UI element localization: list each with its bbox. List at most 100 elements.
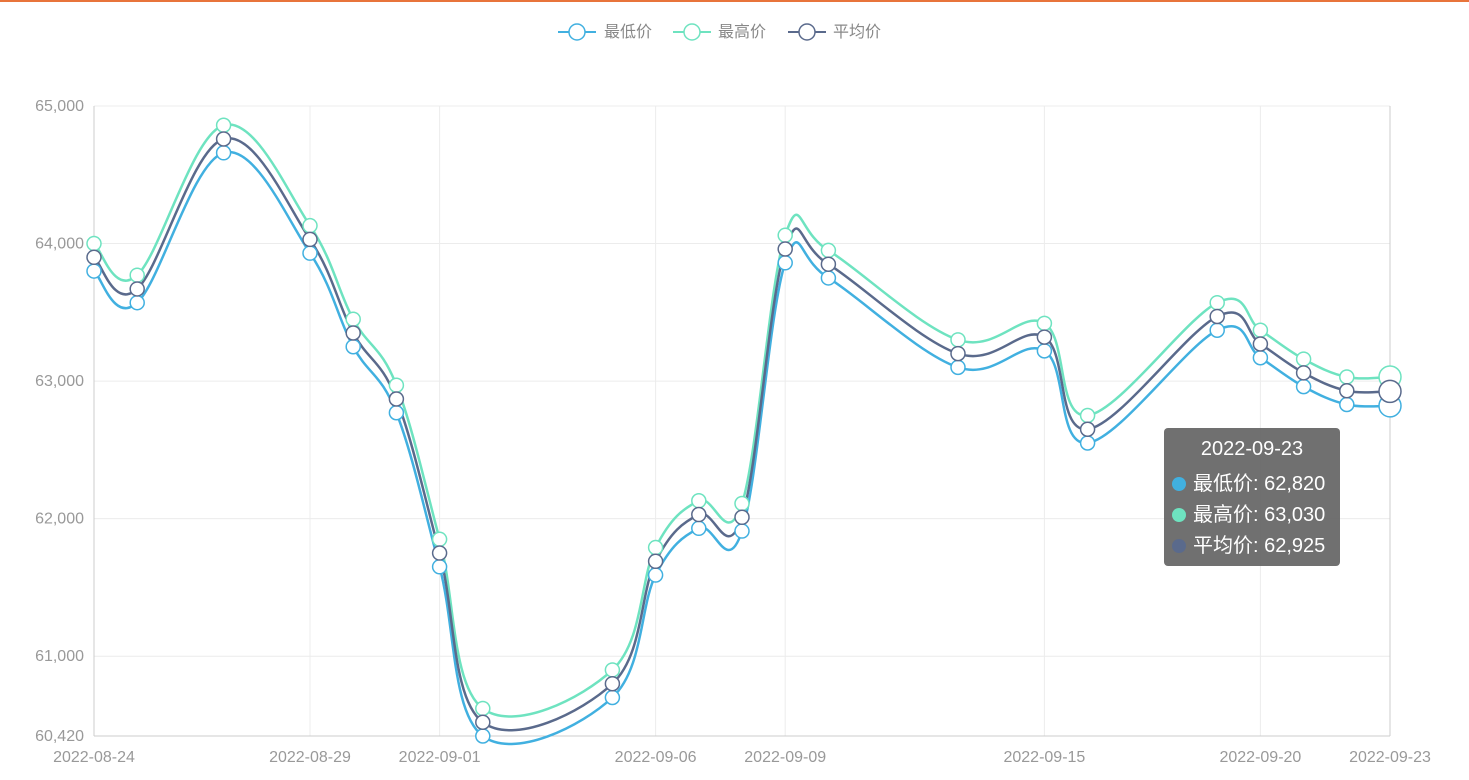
data-point-low[interactable] (345, 338, 361, 355)
data-point-high[interactable] (1079, 407, 1096, 424)
data-point-low[interactable] (1079, 435, 1096, 451)
data-point-low[interactable] (86, 263, 102, 279)
data-point-high[interactable] (1339, 369, 1355, 385)
tooltip-row-avg: 平均价: 62,925 (1172, 531, 1332, 562)
data-point-low[interactable] (1209, 322, 1225, 338)
x-tick-label: 2022-09-06 (615, 749, 697, 766)
data-point-high[interactable] (647, 539, 664, 556)
data-point-avg[interactable] (1295, 365, 1312, 381)
data-point-low[interactable] (1036, 343, 1053, 359)
data-point-low[interactable] (1252, 349, 1269, 366)
data-point-avg[interactable] (431, 545, 448, 561)
legend-marker-high[interactable] (683, 23, 701, 41)
data-point-avg[interactable] (1209, 308, 1225, 325)
data-point-high[interactable] (1036, 315, 1053, 332)
x-tick-label: 2022-09-23 (1349, 749, 1431, 766)
data-point-avg[interactable] (734, 509, 750, 526)
data-point-avg[interactable] (1252, 336, 1269, 352)
data-point-avg[interactable] (215, 131, 232, 147)
chart-tooltip: 2022-09-23 最低价: 62,820 最高价: 63,030 平均价: … (1164, 428, 1340, 566)
x-tick-label: 2022-09-01 (399, 749, 481, 766)
x-tick-label: 2022-08-24 (53, 749, 135, 766)
series-line-high (93, 123, 1391, 718)
data-point-avg[interactable] (820, 256, 837, 272)
series-line-avg (93, 137, 1391, 732)
data-point-low[interactable] (1339, 396, 1355, 413)
data-point-high[interactable] (345, 311, 361, 327)
y-tick-label: 63,000 (35, 373, 84, 390)
tooltip-row-high: 最高价: 63,030 (1172, 500, 1332, 531)
x-tick-label: 2022-09-09 (744, 749, 826, 766)
data-point-avg[interactable] (604, 675, 621, 692)
data-point-avg[interactable] (86, 249, 102, 266)
data-point-avg[interactable] (129, 281, 145, 297)
tooltip-row-low: 最低价: 62,820 (1172, 469, 1332, 500)
data-point-low[interactable] (734, 523, 750, 539)
top-accent-bar (0, 0, 1469, 2)
data-point-avg[interactable] (950, 345, 966, 362)
legend-label-avg[interactable]: 平均价 (833, 23, 881, 41)
tooltip-label-low: 最低价: 62,820 (1193, 473, 1326, 495)
data-point-high[interactable] (475, 700, 491, 717)
y-tick-label: 62,000 (35, 511, 84, 528)
data-point-avg[interactable] (1079, 421, 1096, 438)
legend-marker-avg[interactable] (798, 23, 816, 41)
data-point-high[interactable] (1295, 351, 1312, 367)
x-tick-label: 2022-08-29 (269, 749, 351, 766)
data-point-avg[interactable] (388, 391, 405, 407)
data-point-low[interactable] (1295, 378, 1312, 395)
data-point-low[interactable] (475, 728, 491, 744)
tooltip-label-avg: 平均价: 62,925 (1193, 535, 1326, 557)
data-point-avg[interactable] (777, 241, 793, 257)
legend-label-high[interactable]: 最高价 (718, 23, 766, 41)
data-point-avg[interactable] (302, 231, 318, 248)
data-point-avg[interactable] (475, 714, 491, 730)
data-point-low[interactable] (820, 270, 837, 286)
data-point-low[interactable] (215, 145, 232, 161)
data-point-high[interactable] (302, 217, 318, 234)
data-point-avg[interactable] (1036, 329, 1053, 345)
y-tick-label: 65,000 (35, 98, 84, 115)
data-point-high[interactable] (604, 662, 621, 678)
data-point-avg[interactable] (1339, 382, 1355, 399)
data-point-low[interactable] (129, 294, 145, 311)
data-point-high[interactable] (86, 235, 102, 252)
x-tick-label: 2022-09-15 (1003, 749, 1085, 766)
series-line-low (93, 150, 1391, 746)
data-point-high[interactable] (820, 242, 837, 259)
data-point-high[interactable] (734, 495, 750, 512)
data-point-high[interactable] (129, 267, 145, 283)
data-point-high[interactable] (1209, 294, 1225, 311)
data-point-high[interactable] (388, 377, 405, 393)
data-point-low[interactable] (777, 255, 793, 271)
data-point-avg[interactable] (345, 325, 361, 341)
tooltip-dot-high (1172, 508, 1186, 522)
tooltip-title: 2022-09-23 (1200, 438, 1304, 460)
legend-label-low[interactable]: 最低价 (604, 23, 652, 41)
data-point-avg[interactable] (647, 553, 664, 570)
y-tick-label: 60,420 (35, 728, 84, 745)
tooltip-dot-avg (1172, 539, 1186, 553)
data-point-high[interactable] (777, 227, 793, 244)
legend-marker-low[interactable] (568, 23, 586, 41)
data-point-high[interactable] (431, 531, 448, 548)
x-tick-label: 2022-09-20 (1219, 749, 1301, 766)
data-point-low[interactable] (647, 567, 664, 583)
data-point-high[interactable] (215, 117, 232, 134)
y-tick-label: 61,000 (35, 648, 84, 665)
tooltip-label-high: 最高价: 63,030 (1193, 504, 1326, 526)
data-point-low[interactable] (691, 520, 707, 537)
data-point-low[interactable] (950, 359, 966, 376)
data-point-low[interactable] (604, 689, 621, 706)
data-point-avg[interactable] (1378, 379, 1402, 404)
tooltip-dot-low (1172, 477, 1186, 491)
data-point-high[interactable] (950, 332, 966, 348)
data-point-low[interactable] (431, 559, 448, 575)
data-point-low[interactable] (388, 404, 405, 421)
data-point-low[interactable] (302, 245, 318, 261)
data-point-high[interactable] (691, 493, 707, 509)
data-point-high[interactable] (1252, 322, 1269, 338)
y-tick-label: 64,000 (35, 236, 84, 253)
data-point-avg[interactable] (691, 506, 707, 523)
